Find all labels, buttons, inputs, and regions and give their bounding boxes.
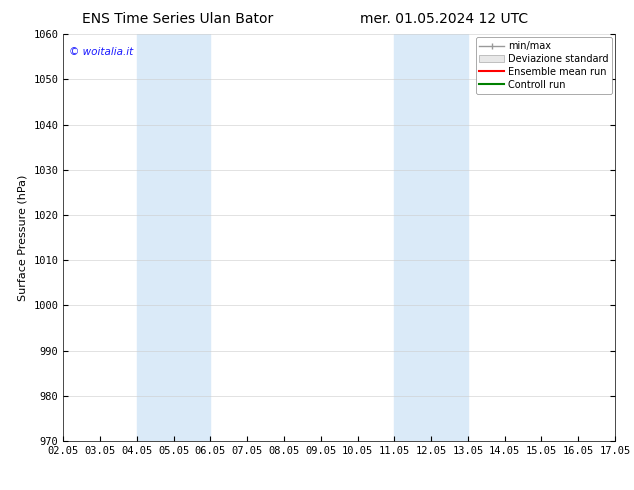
Bar — [394, 34, 468, 441]
Legend: min/max, Deviazione standard, Ensemble mean run, Controll run: min/max, Deviazione standard, Ensemble m… — [476, 37, 612, 94]
Text: © woitalia.it: © woitalia.it — [69, 47, 133, 56]
Bar — [137, 34, 210, 441]
Y-axis label: Surface Pressure (hPa): Surface Pressure (hPa) — [18, 174, 28, 301]
Text: mer. 01.05.2024 12 UTC: mer. 01.05.2024 12 UTC — [359, 12, 528, 26]
Text: ENS Time Series Ulan Bator: ENS Time Series Ulan Bator — [82, 12, 273, 26]
